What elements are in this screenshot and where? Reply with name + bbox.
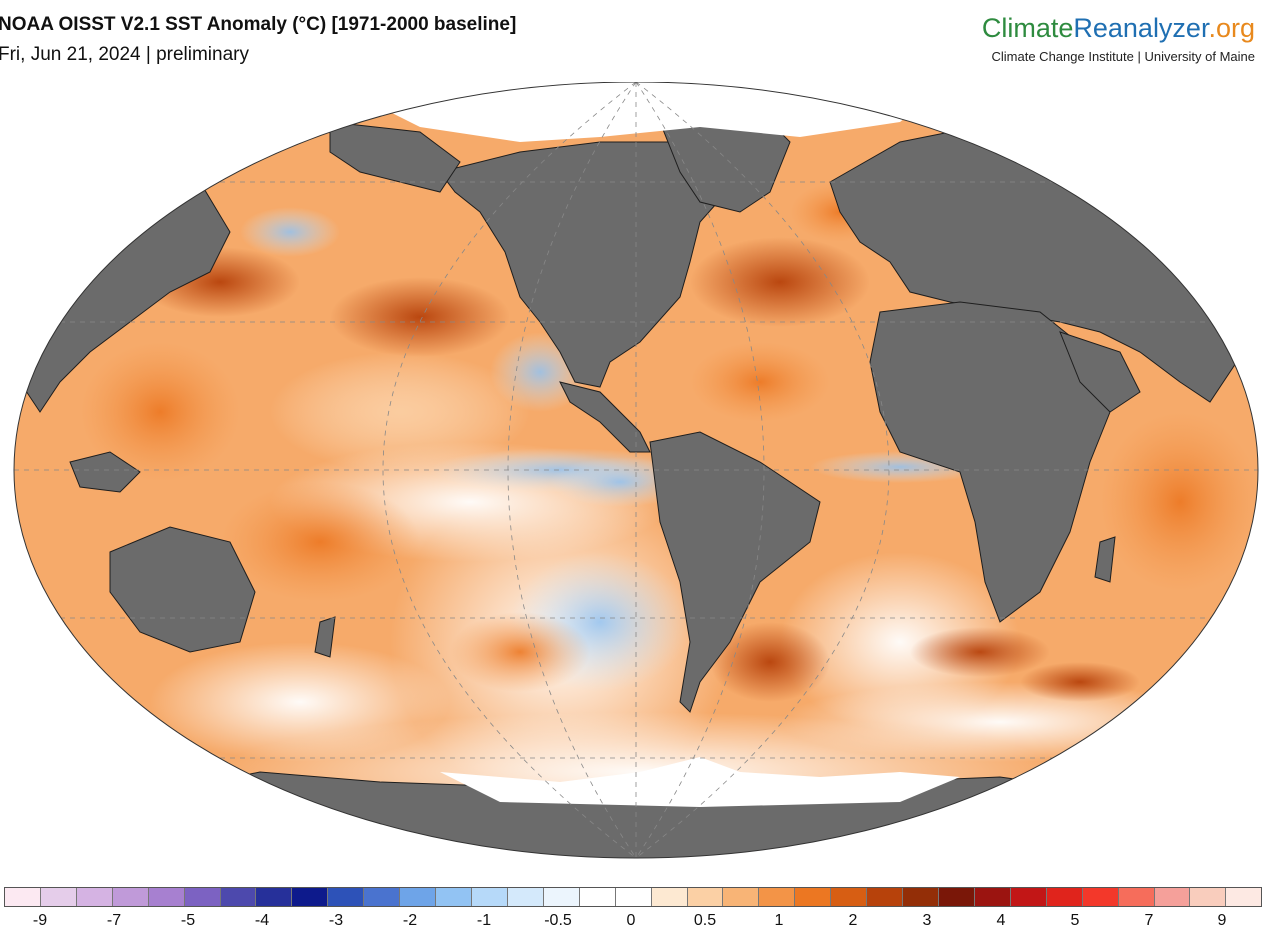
colorbar-tick: -2 xyxy=(402,912,418,929)
colorbar-tick: -3 xyxy=(328,912,344,929)
colorbar-swatch xyxy=(292,888,329,906)
globe-outline xyxy=(13,82,1259,859)
colorbar-tick: -1 xyxy=(476,912,492,929)
colorbar-swatch xyxy=(938,888,975,906)
brand-tagline: Climate Change Institute | University of… xyxy=(991,49,1256,64)
colorbar-swatch xyxy=(687,888,724,906)
sst-anomaly-map xyxy=(13,82,1259,859)
colorbar-tick: 4 xyxy=(996,912,1006,929)
colorbar-tick: 5 xyxy=(1070,912,1080,929)
colorbar-tick: 1 xyxy=(774,912,784,929)
colorbar-swatch xyxy=(364,888,401,906)
colorbar-swatch xyxy=(1010,888,1047,906)
colorbar-tick: 0.5 xyxy=(693,912,717,929)
colorbar-swatch xyxy=(759,888,796,906)
colorbar-tick: 7 xyxy=(1144,912,1154,929)
colorbar-tick: 9 xyxy=(1217,912,1227,929)
colorbar-tick: -7 xyxy=(106,912,122,929)
anomaly-colorbar xyxy=(4,887,1262,907)
colorbar-swatch xyxy=(471,888,508,906)
land-arabia xyxy=(1059,331,1141,413)
colorbar-swatch xyxy=(1046,888,1083,906)
land-africa xyxy=(869,301,1111,623)
colorbar-tick: -4 xyxy=(254,912,270,929)
map-subtitle: Fri, Jun 21, 2024 | preliminary xyxy=(0,44,249,65)
colorbar-swatch xyxy=(831,888,868,906)
colorbar-swatch xyxy=(76,888,113,906)
colorbar-swatch xyxy=(543,888,580,906)
colorbar-swatch xyxy=(400,888,437,906)
brand-name-part1: Climate xyxy=(981,13,1074,43)
colorbar-tick: 0 xyxy=(626,912,636,929)
colorbar-swatch xyxy=(507,888,544,906)
colorbar-swatch xyxy=(579,888,616,906)
colorbar-swatch xyxy=(1154,888,1191,906)
colorbar-tick-labels: -9 -7 -5 -4 -3 -2 -1 -0.5 0 0.5 1 2 3 4 5 7 9 xyxy=(0,912,1273,938)
colorbar-swatch xyxy=(651,888,688,906)
colorbar-swatch xyxy=(1082,888,1119,906)
sea-ice xyxy=(330,82,960,807)
brand-name-part2: Reanalyzer xyxy=(1073,13,1209,43)
colorbar-tick: -5 xyxy=(180,912,196,929)
colorbar-swatch xyxy=(148,888,185,906)
brand-name-part3: .org xyxy=(1208,13,1255,43)
colorbar-swatch xyxy=(1118,888,1155,906)
land-indonesia xyxy=(69,451,141,493)
colorbar-swatch xyxy=(220,888,257,906)
land-australia xyxy=(109,526,256,653)
colorbar-tick: -0.5 xyxy=(544,912,572,929)
colorbar-swatch xyxy=(184,888,221,906)
colorbar-swatch xyxy=(112,888,149,906)
land-south-america xyxy=(649,431,821,713)
colorbar-swatch xyxy=(974,888,1011,906)
colorbar-swatch xyxy=(795,888,832,906)
colorbar-tick: 3 xyxy=(922,912,932,929)
colorbar-swatch xyxy=(40,888,77,906)
colorbar-swatch xyxy=(328,888,365,906)
ocean-anomaly-field xyxy=(14,82,1258,858)
colorbar-swatch xyxy=(5,888,41,906)
brand-logo[interactable]: ClimateReanalyzer.org Climate Change Ins… xyxy=(982,12,1255,64)
colorbar-swatch xyxy=(1190,888,1227,906)
land-new-zealand xyxy=(314,616,336,658)
land-alaska xyxy=(329,121,461,193)
brand-name: ClimateReanalyzer.org xyxy=(982,12,1255,44)
colorbar-tick: 2 xyxy=(848,912,858,929)
colorbar-swatch xyxy=(723,888,760,906)
colorbar-swatch xyxy=(256,888,293,906)
land-central-america xyxy=(559,381,651,453)
map-title: NOAA OISST V2.1 SST Anomaly (°C) [1971-2… xyxy=(0,14,517,35)
colorbar-swatch xyxy=(903,888,939,906)
land-madagascar xyxy=(1094,536,1116,583)
colorbar-tick: -9 xyxy=(32,912,48,929)
colorbar-swatch xyxy=(1226,888,1262,906)
colorbar-swatch xyxy=(867,888,904,906)
colorbar-swatch xyxy=(615,888,652,906)
graticule xyxy=(14,82,1258,858)
colorbar-swatch xyxy=(436,888,472,906)
